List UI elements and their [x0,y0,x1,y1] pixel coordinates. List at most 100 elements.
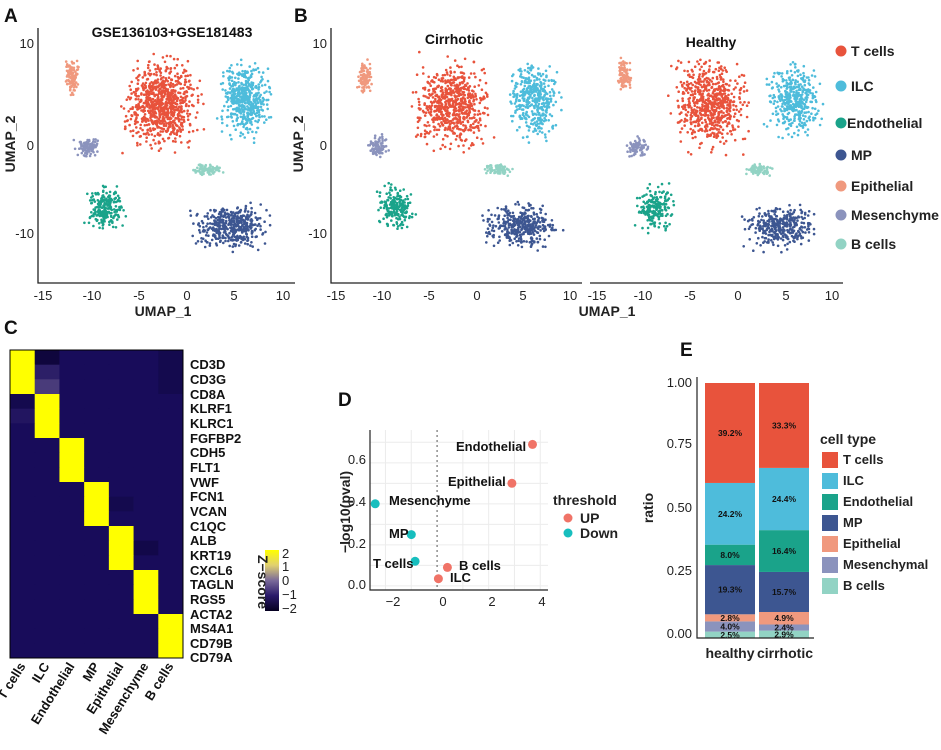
umap-point [114,213,117,217]
umap-point [180,75,183,79]
umap-point [512,224,516,228]
umap-point [688,73,691,76]
umap-point [692,73,695,77]
umap-point [159,71,163,75]
umap-point [550,78,553,82]
umap-point [146,118,150,121]
umap-point [69,85,73,89]
umap-point [771,112,775,116]
umap-point [378,220,382,224]
umap-point [86,149,90,153]
umap-point [387,181,391,185]
umap-point [468,110,471,113]
umap-point [92,214,95,218]
umap-point [694,135,697,139]
umap-point [523,81,527,84]
umap-point [521,96,524,100]
umap-point [433,87,437,91]
umap-point [812,86,815,89]
umap-point [188,123,192,127]
umap-point [466,120,470,124]
umap-point [538,234,542,238]
umap-point [517,203,521,206]
umap-point [446,84,450,88]
umap-point [729,99,733,102]
umap-point [386,198,389,202]
umap-point [92,224,95,228]
umap-point [467,92,471,95]
umap-point [685,80,689,84]
umap-point [244,98,247,101]
umap-point [523,117,527,120]
umap-point [529,68,533,72]
umap-point [456,97,460,101]
umap-point [541,72,545,76]
umap-point [408,216,411,220]
umap-point [246,131,250,134]
umap-point [365,86,368,89]
umap-point [489,170,493,173]
umap-point [254,92,258,96]
umap-point [187,130,191,134]
umap-point [389,188,392,192]
umap-point [391,214,394,218]
umap-point [97,222,101,225]
umap-point [715,116,718,119]
umap-point [221,88,224,91]
umap-point [147,60,151,64]
umap-point [239,241,243,244]
umap-point [166,91,170,95]
umap-point [726,98,730,102]
umap-healthy-points [616,56,825,254]
umap-point [169,54,172,58]
umap-point [232,91,236,94]
umap-point [402,199,405,202]
umap-point [241,90,245,93]
umap-point [551,226,554,230]
umap-point [515,235,518,239]
umap-point [208,167,212,170]
umap-point [173,121,176,125]
umap-point [537,102,541,106]
umap-point [392,223,395,227]
umap-point [717,81,721,84]
umap-point [187,146,190,149]
umap-point [156,95,160,99]
umap-point [525,240,528,243]
umap-point [741,103,745,107]
umap-point [188,79,191,83]
umap-point [521,90,524,93]
umap-point [151,97,155,101]
umap-point [242,214,246,218]
umap-point [524,212,527,215]
umap-point [543,85,547,89]
umap-point [168,105,172,109]
umap-point [268,90,271,94]
umap-point [542,101,545,105]
umap-point [536,83,539,86]
umap-point [157,149,161,152]
umap-point [90,196,93,199]
umap-point [206,228,210,231]
umap-point [458,136,462,139]
umap-point [377,138,381,141]
umap-point [368,75,371,79]
umap-point [101,194,105,197]
umap-point [359,73,363,77]
umap-point [259,228,262,231]
umap-point [796,74,800,78]
umap-point [69,65,72,68]
umap-point [697,62,701,66]
umap-point [227,105,230,108]
umap-point [267,116,271,119]
umap-point [211,222,214,226]
umap-point [490,220,494,224]
umap-point [226,234,230,237]
umap-point [411,212,414,216]
umap-point [231,239,234,242]
umap-point [478,78,482,82]
umap-point [182,92,186,96]
umap-point [711,82,715,86]
umap-point [164,105,167,109]
